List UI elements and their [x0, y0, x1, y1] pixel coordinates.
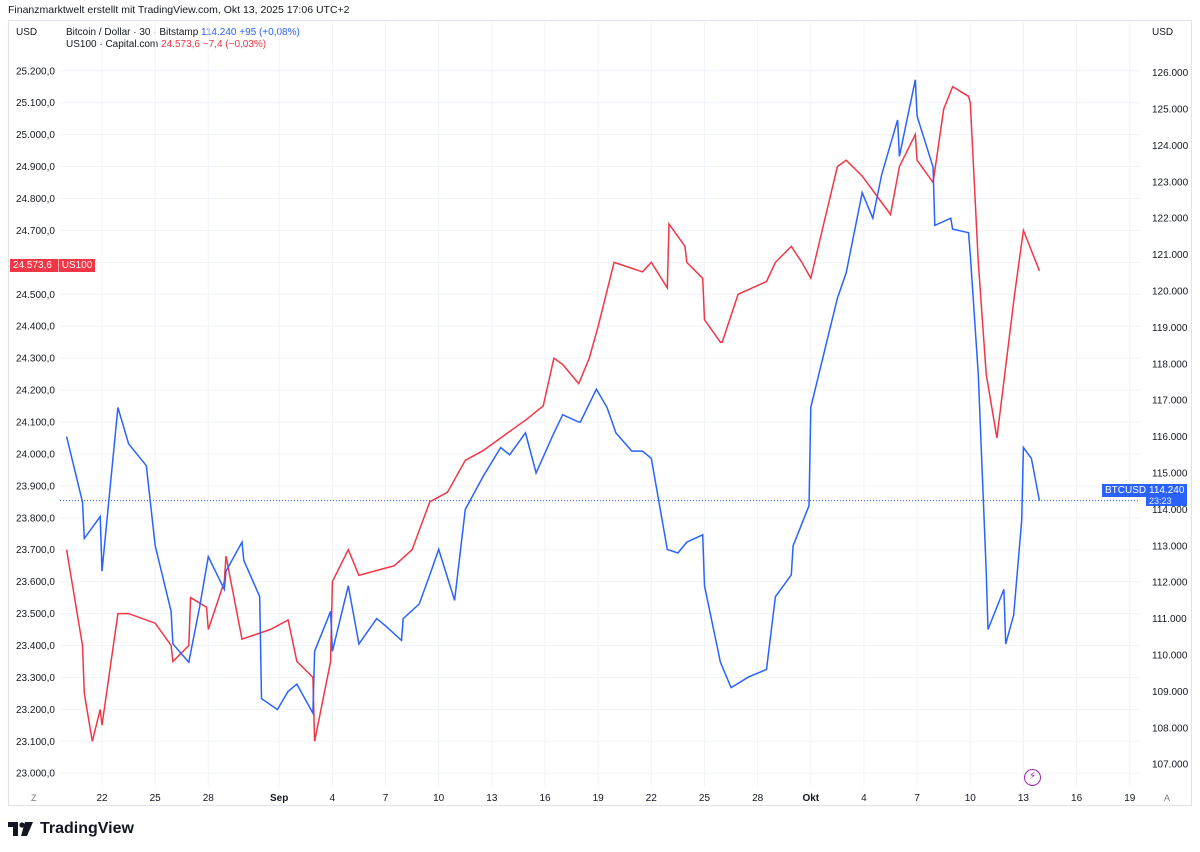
tradingview-logo-icon: [8, 822, 33, 836]
btc-symbol-tag: BTCUSD: [1102, 484, 1150, 497]
tradingview-logo: TradingView: [8, 820, 134, 838]
chart-frame[interactable]: [8, 20, 1192, 806]
left-axis-unit: USD: [16, 27, 38, 38]
legend-row-btc[interactable]: Bitcoin / Dollar · 30 · Bitstamp 114.240…: [66, 27, 300, 39]
attribution-text: Finanzmarktwelt erstellt mit TradingView…: [8, 4, 350, 16]
us100-tag-symbol: US100: [57, 259, 92, 272]
timezone-button[interactable]: Z: [31, 793, 37, 803]
legend-row-ndx[interactable]: US100 · Capital.com 24.573,6 −7,4 (−0,03…: [66, 39, 300, 51]
legend-btc-value: 114.240: [201, 27, 237, 38]
legend: Bitcoin / Dollar · 30 · Bitstamp 114.240…: [66, 27, 300, 51]
btc-tag-value: 114.240: [1149, 485, 1185, 496]
legend-ndx-change: −7,4 (−0,03%): [202, 39, 267, 50]
btc-tag-countdown: 23:23: [1149, 496, 1172, 506]
lightning-icon[interactable]: ⚡: [1024, 769, 1041, 786]
us100-price-tag: 24.573,6 US100: [10, 259, 96, 272]
right-axis-unit: USD: [1152, 27, 1174, 38]
legend-btc-change: +95 (+0,08%): [239, 27, 300, 38]
auto-scale-button[interactable]: A: [1164, 793, 1171, 803]
tradingview-brand: TradingView: [40, 820, 134, 837]
legend-ndx-name: US100 · Capital.com: [66, 39, 159, 50]
legend-btc-name: Bitcoin / Dollar · 30 · Bitstamp: [66, 27, 199, 38]
legend-ndx-value: 24.573,6: [161, 39, 200, 50]
us100-tag-value: 24.573,6: [13, 260, 52, 271]
btc-price-tag: 114.240 23:23: [1146, 484, 1188, 506]
